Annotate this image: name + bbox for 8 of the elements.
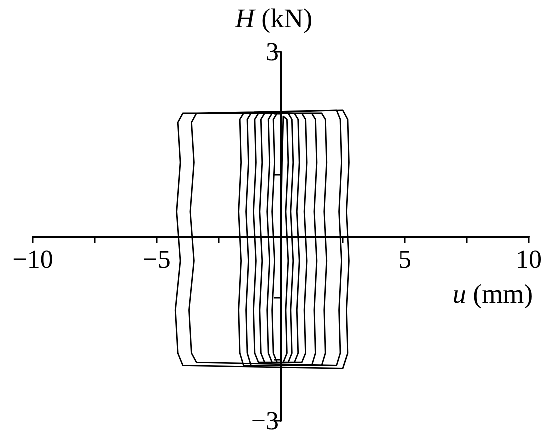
x-tick-label: −5 [143,245,171,274]
y-axis-title: H (kN) [234,4,313,34]
x-axis-title: u (mm) [452,279,534,309]
x-tick-label: 10 [516,245,542,274]
y-tick-label: −3 [251,406,279,436]
y-tick-label: 3 [266,38,279,66]
x-tick-label: 5 [398,245,412,274]
x-tick-label: −10 [12,245,54,274]
